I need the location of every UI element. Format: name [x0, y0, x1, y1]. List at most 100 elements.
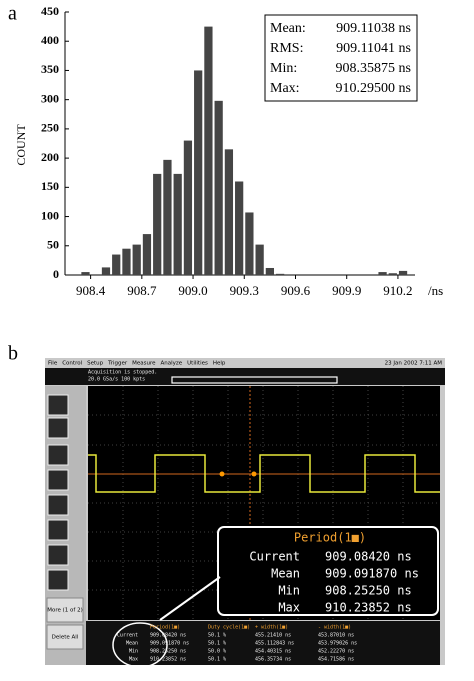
callout-ellipse — [112, 622, 168, 668]
button-label: More (1 of 2) — [47, 608, 82, 614]
x-tick-label: 909.9 — [332, 283, 361, 298]
bar — [173, 173, 182, 275]
stat-label: Mean: — [270, 21, 306, 36]
zoom-row-label: Max — [278, 601, 300, 615]
bar — [224, 149, 234, 275]
more-button[interactable] — [46, 597, 84, 623]
table-cell: 454.40315 ns — [255, 649, 291, 655]
bar — [112, 254, 121, 275]
menu-item[interactable]: Utilities — [187, 361, 208, 367]
zoom-row-value: 910.23852 ns — [325, 601, 412, 615]
stat-label: RMS: — [270, 41, 303, 56]
zoom-row-value: 908.25250 ns — [325, 584, 412, 598]
y-tick-label: 100 — [41, 208, 59, 222]
callout-arrow — [159, 576, 221, 621]
table-header: Period(1■) — [150, 625, 180, 631]
table-row-label: Max — [129, 657, 138, 663]
x-tick-label: 908.4 — [76, 283, 106, 298]
stat-value: 910.29500 ns — [336, 81, 411, 96]
table-cell: 452.22270 ns — [318, 649, 354, 655]
toolbar-icons — [47, 394, 69, 591]
bar — [378, 272, 387, 275]
table-header: + width(1■) — [255, 625, 288, 631]
table-cell: 908.25250 ns — [150, 649, 186, 655]
bar — [163, 159, 172, 275]
table-cell: 456.35734 ns — [255, 657, 291, 663]
x-tick-label: 909.6 — [281, 283, 311, 298]
y-tick-label: 350 — [41, 62, 59, 76]
bar — [194, 70, 203, 275]
menu-item[interactable]: File — [48, 361, 58, 367]
x-tick-label: 908.7 — [127, 283, 157, 298]
delete-button[interactable] — [46, 624, 84, 650]
table-cell: 910.23852 ns — [150, 657, 186, 663]
bar — [101, 267, 111, 275]
table-cell: 455.21410 ns — [255, 633, 291, 639]
table-cell: 453.87010 ns — [318, 633, 354, 639]
zoom-row-label: Current — [249, 550, 300, 564]
y-tick-label: 50 — [47, 238, 59, 252]
table-header: - width(1■) — [318, 625, 351, 631]
zoom-box — [217, 526, 439, 616]
bar — [398, 270, 408, 275]
bar — [132, 244, 141, 275]
panel-label: a — [8, 3, 17, 25]
menu-item[interactable]: Analyze — [160, 361, 182, 367]
y-tick-label: 400 — [41, 33, 59, 47]
marker — [251, 471, 257, 477]
stat-value: 909.11038 ns — [336, 21, 411, 36]
table-cell: 50.1 % — [208, 633, 226, 639]
table-row-label: Min — [129, 649, 138, 655]
x-tick-label: 909.0 — [178, 283, 207, 298]
bar — [235, 181, 244, 275]
y-tick-label: 250 — [41, 121, 59, 135]
y-axis-label: COUNT — [14, 124, 28, 166]
zoom-header: Period(1■) — [294, 531, 366, 545]
table-row-label: Current — [117, 633, 138, 639]
zoom-row-label: Mean — [271, 567, 300, 581]
waveform — [88, 454, 440, 493]
menu-item[interactable]: Trigger — [107, 361, 128, 367]
bar — [276, 273, 285, 275]
zoom-bar — [171, 376, 338, 384]
menu-item[interactable]: Setup — [87, 361, 104, 367]
menu-item[interactable]: Help — [213, 361, 226, 367]
table-cell: 454.71586 ns — [318, 657, 354, 663]
y-tick-label: 450 — [41, 4, 59, 18]
measure-table — [86, 621, 440, 665]
datetime: 23 Jan 2002 7:11 AM — [385, 361, 443, 367]
y-tick-label: 200 — [41, 150, 59, 164]
stat-label: Min: — [270, 61, 297, 76]
bar — [153, 173, 162, 275]
y-tick-label: 150 — [41, 179, 59, 193]
bar — [255, 244, 264, 275]
table-cell: 453.979026 ns — [318, 641, 357, 647]
bar — [142, 234, 152, 275]
button-label: Delete All — [52, 635, 79, 641]
zoom-row-value: 909.091870 ns — [325, 567, 419, 581]
x-tick-label: 909.3 — [230, 283, 259, 298]
table-cell: 909.091870 ns — [150, 641, 189, 647]
stat-label: Max: — [270, 81, 300, 96]
y-tick-label: 300 — [41, 91, 59, 105]
table-cell: 909.08420 ns — [150, 633, 186, 639]
status-text: Acquisition is stopped. — [88, 370, 157, 376]
bar — [245, 212, 254, 275]
x-tick-label: 910.2 — [383, 283, 412, 298]
y-tick-label: 0 — [53, 267, 59, 281]
bar — [122, 248, 131, 275]
table-row-label: Mean — [126, 641, 138, 647]
menu-item[interactable]: Measure — [132, 361, 156, 367]
stat-value: 909.11041 ns — [336, 41, 411, 56]
bar — [204, 26, 213, 275]
marker — [219, 471, 225, 477]
menu-item[interactable]: Control — [62, 361, 82, 367]
table-cell: 50.1 % — [208, 657, 226, 663]
bar — [214, 100, 223, 275]
table-cell: 455.112843 ns — [255, 641, 294, 647]
zoom-row-label: Min — [278, 584, 300, 598]
panel-label: b — [8, 343, 18, 365]
table-header: Duty cycle(1■) — [208, 625, 250, 631]
